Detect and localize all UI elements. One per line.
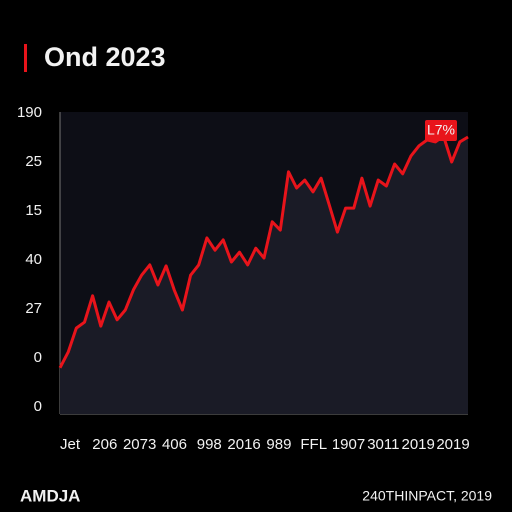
line-area bbox=[60, 136, 468, 414]
y-tick-label: 0 bbox=[34, 349, 42, 366]
y-tick-label: 40 bbox=[25, 251, 42, 268]
x-tick-label: 406 bbox=[162, 436, 187, 453]
x-tick-label: FFL bbox=[300, 436, 327, 453]
annotation: L7% bbox=[427, 122, 455, 138]
x-tick-label: 1907 bbox=[332, 436, 365, 453]
brand-logo: AMDJA bbox=[20, 486, 80, 505]
y-tick-label: 0 bbox=[34, 398, 42, 415]
chart-title: Ond 2023 bbox=[44, 42, 166, 72]
x-tick-label: 206 bbox=[92, 436, 117, 453]
y-tick-label: 15 bbox=[25, 202, 42, 219]
x-tick-label: 2073 bbox=[123, 436, 156, 453]
y-tick-label: 25 bbox=[25, 153, 42, 170]
y-tick-label: 190 bbox=[17, 104, 42, 121]
x-tick-label: 2016 bbox=[227, 436, 260, 453]
y-tick-label: 27 bbox=[25, 300, 42, 317]
x-tick-label: 2019 bbox=[436, 436, 469, 453]
x-tick-label: 998 bbox=[197, 436, 222, 453]
annotation-box bbox=[425, 120, 457, 141]
x-tick-label: 989 bbox=[266, 436, 291, 453]
title-accent bbox=[24, 44, 27, 72]
x-tick-label: 2019 bbox=[401, 436, 434, 453]
footer-text: 240THINPACT, 2019 bbox=[362, 488, 492, 504]
line bbox=[58, 134, 469, 369]
x-tick-label: 3011 bbox=[367, 436, 399, 453]
x-tick-label: Jet bbox=[60, 436, 81, 453]
